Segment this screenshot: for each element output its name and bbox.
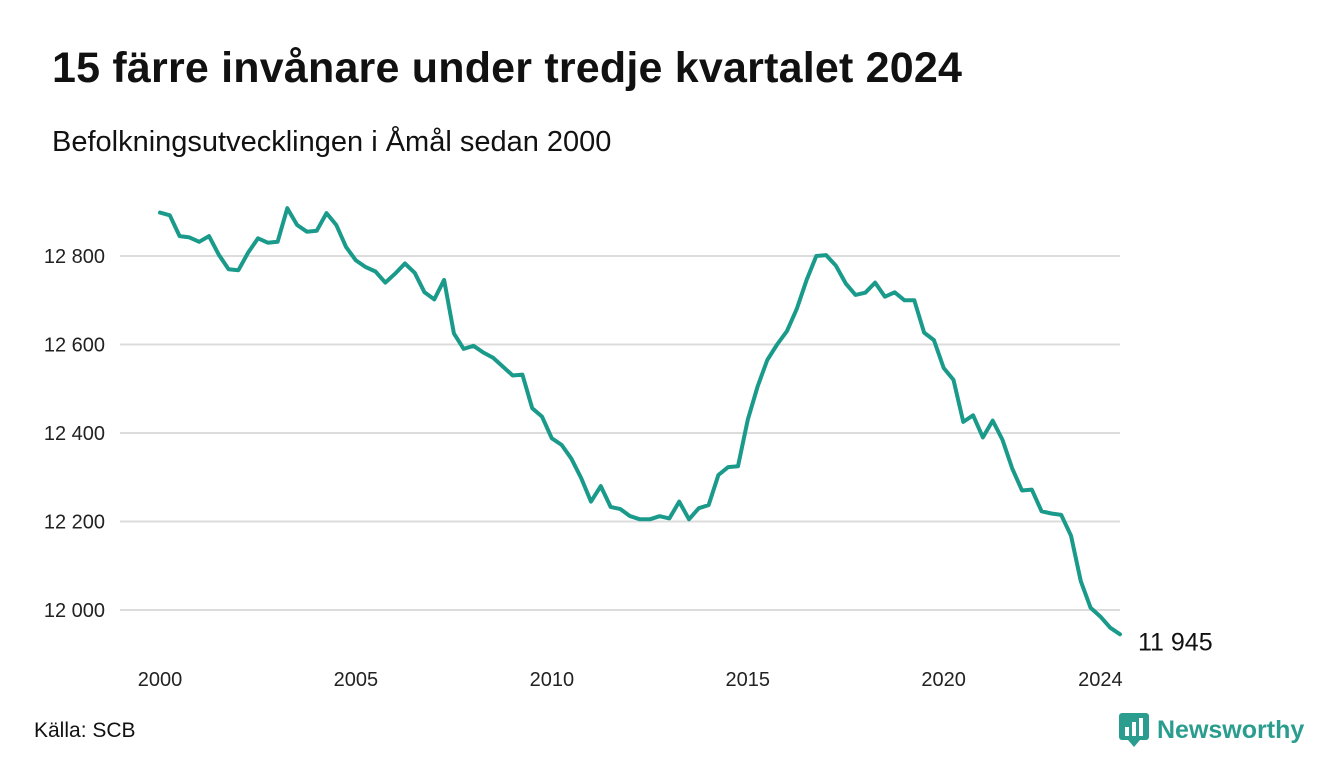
chart-subtitle: Befolkningsutvecklingen i Åmål sedan 200… [52,126,612,158]
brand-logo[interactable]: Newsworthy [1119,713,1304,747]
y-tick-label-12000: 12 000 [44,600,105,622]
x-tick-label-2010: 2010 [530,669,575,691]
end-value-label: 11 945 [1138,628,1213,656]
x-tick-label-2000: 2000 [138,669,183,691]
y-tick-label-12800: 12 800 [44,246,105,268]
series-line-0 [158,206,1122,637]
source-credit: Källa: SCB [34,719,136,742]
chart-title: 15 färre invånare under tredje kvartalet… [52,44,963,92]
x-tick-label-2015: 2015 [726,669,771,691]
y-axis-ticks: 12 000 12 200 12 400 12 600 12 800 [44,246,105,622]
x-tick-label-2024: 2024 [1078,669,1123,691]
data-series [158,206,1122,637]
y-tick-label-12600: 12 600 [44,335,105,357]
brand-name: Newsworthy [1157,715,1305,744]
gridlines [120,255,1120,611]
newsworthy-logo-icon [1119,713,1149,747]
x-axis-ticks: 2000 2005 2010 2015 2020 2024 [138,669,1123,691]
y-tick-label-12200: 12 200 [44,512,105,534]
y-tick-label-12400: 12 400 [44,423,105,445]
data-labels: 11 945 [1138,628,1213,656]
x-tick-label-2020: 2020 [921,669,966,691]
x-tick-label-2005: 2005 [334,669,379,691]
